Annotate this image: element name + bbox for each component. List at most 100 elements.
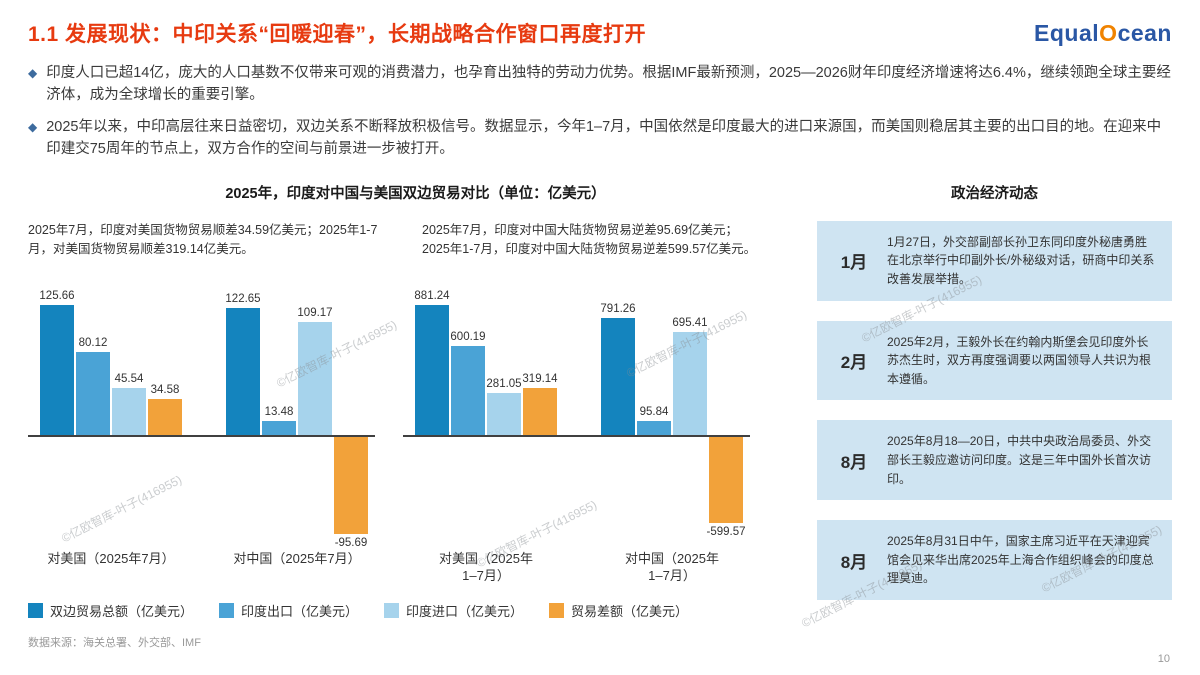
- bar: [601, 318, 635, 435]
- timeline-month: 8月: [840, 552, 868, 572]
- bar-value-label: 881.24: [414, 290, 450, 303]
- bar-value-label: 80.12: [78, 336, 108, 349]
- bar-cell: 34.58: [148, 295, 182, 547]
- bar: [709, 434, 743, 524]
- timeline-text: 2025年2月，王毅外长在约翰内斯堡会见印度外长苏杰生时，双方再度强调要以两国领…: [887, 334, 1152, 386]
- chart-jan-to-july: 881.24 600.19 281.05 319.14 791.26 95.84 695.4…: [403, 290, 778, 585]
- bar-cell: 125.66: [39, 290, 75, 547]
- timeline-text: 2025年8月31日中午，国家主席习近平在天津迎宾馆会见来华出席2025年上海合…: [887, 534, 1154, 586]
- timeline: 1月 1月27日，外交部副部长孙卫东同印度外秘唐勇胜在北京举行中印副外长/外秘级对…: [817, 220, 1172, 600]
- bullet-text: 印度人口已超14亿，庞大的人口基数不仅带来可观的消费潜力，也孕育出独特的劳动力优…: [46, 65, 1171, 104]
- equalocean-logo: EqualOcean: [1034, 20, 1172, 47]
- bar-cell: 122.65: [225, 293, 261, 547]
- bar: [148, 399, 182, 435]
- bar: [487, 393, 521, 435]
- main-content: 2025年，印度对中国与美国双边贸易对比（单位：亿美元） 2025年7月，印度对…: [0, 170, 1200, 650]
- bar-cell: 600.19: [450, 295, 486, 547]
- bar: [262, 420, 296, 435]
- legend-item: 双边贸易总额（亿美元）: [28, 601, 193, 620]
- bar-value-label: -95.69: [334, 537, 368, 550]
- bar-group: 791.26 95.84 695.41 -599.57: [600, 295, 746, 547]
- bar-cell: 881.24: [414, 290, 450, 547]
- bar: [112, 387, 146, 435]
- bar-cell: -95.69: [334, 295, 368, 549]
- legend-item: 印度进口（亿美元）: [384, 601, 523, 620]
- legend-label: 印度出口（亿美元）: [241, 603, 359, 619]
- bar-value-label: 122.65: [225, 292, 261, 305]
- bar-value-label: 13.48: [264, 405, 294, 418]
- bar-value-label: 600.19: [450, 331, 486, 344]
- bar: [298, 321, 332, 435]
- bar-cell: 109.17: [297, 295, 333, 547]
- legend-item: 贸易差额（亿美元）: [549, 601, 688, 620]
- bar-cell: 80.12: [76, 295, 110, 547]
- bar-cell: 319.14: [522, 295, 558, 547]
- logo-text-equal: Equal: [1034, 20, 1100, 46]
- bar: [415, 305, 449, 435]
- legend-label: 双边贸易总额（亿美元）: [50, 603, 194, 619]
- bar: [76, 351, 110, 435]
- bar-value-label: 281.05: [486, 378, 522, 391]
- category-label: 对美国（2025年7月）: [47, 550, 175, 566]
- diamond-bullet-icon: ◆: [28, 66, 38, 80]
- chart-monthly-july: 125.66 80.12 45.54 34.58 122.65 13.48 109.17 -9…: [28, 290, 403, 585]
- page-number: 10: [1157, 653, 1170, 665]
- chart-notes: 2025年7月，印度对美国货物贸易顺差34.59亿美元；2025年1-7月，对美…: [28, 221, 803, 281]
- category-label: 对美国（2025年 1–7月）: [439, 550, 533, 583]
- legend-swatch-icon: [384, 602, 400, 618]
- sidebar-title: 政治经济动态: [951, 185, 1038, 202]
- bullet-item: ◆ 2025年以来，中印高层往来日益密切，双边关系不断释放积极信号。数据显示，今…: [28, 116, 1172, 161]
- legend-swatch-icon: [219, 602, 235, 618]
- sidebar-politics-economy: 政治经济动态 1月 1月27日，外交部副部长孙卫东同印度外秘唐勇胜在北京举行中印副…: [817, 170, 1172, 620]
- category-label: 对中国（2025年7月）: [233, 550, 361, 566]
- bar-cell: -599.57: [706, 295, 746, 547]
- bar-value-label: 95.84: [639, 405, 669, 418]
- bar: [226, 307, 260, 435]
- chart-plot-area: 881.24 600.19 281.05 319.14 791.26 95.84 695.4…: [403, 290, 778, 547]
- bar-value-label: 45.54: [114, 372, 144, 385]
- bar-value-label: -599.57: [706, 526, 746, 539]
- bullet-text: 2025年以来，中印高层往来日益密切，双边关系不断释放积极信号。数据显示，今年1…: [46, 118, 1162, 158]
- logo-o-icon: O: [1099, 20, 1118, 46]
- timeline-item: 1月 1月27日，外交部副部长孙卫东同印度外秘唐勇胜在北京举行中印副外长/外秘级对…: [817, 220, 1172, 301]
- data-source: 数据来源：海关总署、外交部、IMF: [28, 636, 201, 649]
- bar: [673, 332, 707, 435]
- bar-cell: 45.54: [112, 295, 146, 547]
- category-label: 对中国（2025年 1–7月）: [625, 550, 719, 583]
- x-axis-line: [28, 434, 375, 437]
- bar-value-label: 319.14: [522, 372, 558, 385]
- legend-swatch-icon: [28, 602, 43, 618]
- legend-swatch-icon: [549, 602, 565, 618]
- chart-title: 2025年，印度对中国与美国双边贸易对比（单位：亿美元）: [225, 185, 606, 202]
- bar-value-label: 695.41: [672, 317, 708, 330]
- timeline-month: 8月: [840, 452, 868, 472]
- bar: [637, 420, 671, 435]
- timeline-item: 8月 2025年8月31日中午，国家主席习近平在天津迎宾馆会见来华出席2025年上…: [817, 520, 1172, 600]
- timeline-month: 2月: [840, 353, 868, 373]
- bar-cell: 13.48: [262, 295, 296, 547]
- bar-value-label: 791.26: [600, 303, 636, 316]
- bar-value-label: 125.66: [39, 289, 75, 302]
- timeline-item: 8月 2025年8月18—20日，中共中央政治局委员、外交部长王毅应邀访问印度。这…: [817, 420, 1172, 501]
- charts-column: 2025年，印度对中国与美国双边贸易对比（单位：亿美元） 2025年7月，印度对…: [28, 170, 803, 650]
- bar: [451, 346, 485, 435]
- chart-plot-area: 125.66 80.12 45.54 34.58 122.65 13.48 109.17 -9…: [28, 290, 403, 549]
- legend-label: 印度进口（亿美元）: [406, 603, 524, 619]
- bar-group: 881.24 600.19 281.05 319.14: [414, 290, 558, 547]
- bar-cell: 791.26: [600, 295, 636, 547]
- chart-note-china: 2025年7月，印度对中国大陆货物贸易逆差95.69亿美元；2025年1-7月，…: [422, 222, 757, 256]
- x-axis-line: [403, 434, 750, 437]
- bar-cell: 281.05: [486, 295, 522, 547]
- page-title: 1.1 发展现状：中印关系“回暖迎春”，长期战略合作窗口再度打开: [28, 23, 647, 46]
- timeline-text: 1月27日，外交部副部长孙卫东同印度外秘唐勇胜在北京举行中印副外长/外秘级对话，…: [887, 234, 1155, 287]
- timeline-text: 2025年8月18—20日，中共中央政治局委员、外交部长王毅应邀访问印度。这是三…: [887, 434, 1152, 486]
- logo-text-cean: cean: [1117, 20, 1172, 46]
- chart-note-us: 2025年7月，印度对美国货物贸易顺差34.59亿美元；2025年1-7月，对美…: [28, 222, 378, 256]
- bar: [334, 434, 368, 535]
- bar-charts: 125.66 80.12 45.54 34.58 122.65 13.48 109.17 -9…: [28, 290, 803, 585]
- bar-group: 125.66 80.12 45.54 34.58: [39, 290, 182, 547]
- bar-value-label: 34.58: [150, 384, 180, 397]
- timeline-month: 1月: [840, 253, 868, 273]
- bar-cell: 695.41: [672, 295, 708, 547]
